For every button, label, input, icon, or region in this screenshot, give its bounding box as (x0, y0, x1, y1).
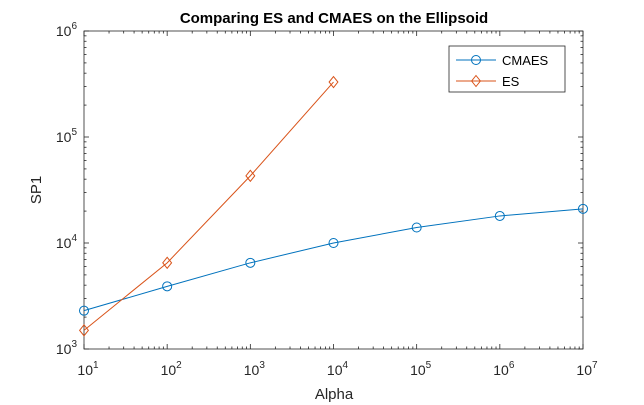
y-tick-label: 106 (56, 21, 78, 39)
x-tick-label: 104 (327, 360, 349, 378)
y-axis-label: SP1 (28, 176, 45, 204)
data-point-cmaes (162, 281, 173, 292)
series-line-cmaes (83, 208, 584, 312)
data-point-cmaes (411, 222, 422, 233)
y-tick-label: 104 (56, 233, 78, 251)
series-es (78, 75, 339, 337)
data-point-cmaes (578, 203, 588, 214)
x-tick-label: 106 (493, 360, 515, 378)
data-point-cmaes (328, 238, 339, 248)
data-point-es (78, 324, 90, 337)
legend: CMAES ES (448, 45, 566, 93)
x-tick-label: 102 (161, 360, 183, 378)
y-tick-label: 105 (56, 127, 78, 145)
series-layer (78, 75, 588, 337)
x-tick-label: 101 (77, 360, 99, 378)
x-axis-label: Alpha (315, 386, 354, 403)
series-line-es (83, 81, 334, 331)
legend-label-es: ES (502, 74, 520, 89)
data-point-cmaes (494, 210, 505, 221)
x-tick-label: 105 (410, 360, 432, 378)
y-axis-ticks: 103 104 105 106 (56, 21, 583, 357)
y-tick-label: 103 (56, 339, 78, 357)
chart-title: Comparing ES and CMAES on the Ellipsoid (180, 10, 488, 27)
legend-marker-cmaes (471, 55, 481, 65)
x-tick-label: 103 (244, 360, 266, 378)
series-cmaes (79, 203, 588, 316)
data-point-es (245, 169, 256, 183)
x-axis-ticks: 101 102 103 104 105 106 107 (77, 31, 598, 378)
legend-label-cmaes: CMAES (502, 53, 549, 68)
data-point-es (328, 75, 339, 89)
legend-marker-es (470, 74, 482, 88)
data-point-cmaes (245, 257, 256, 268)
x-tick-label: 107 (576, 360, 598, 378)
legend-box (448, 45, 566, 93)
data-point-cmaes (79, 305, 89, 316)
data-point-es (162, 256, 173, 270)
